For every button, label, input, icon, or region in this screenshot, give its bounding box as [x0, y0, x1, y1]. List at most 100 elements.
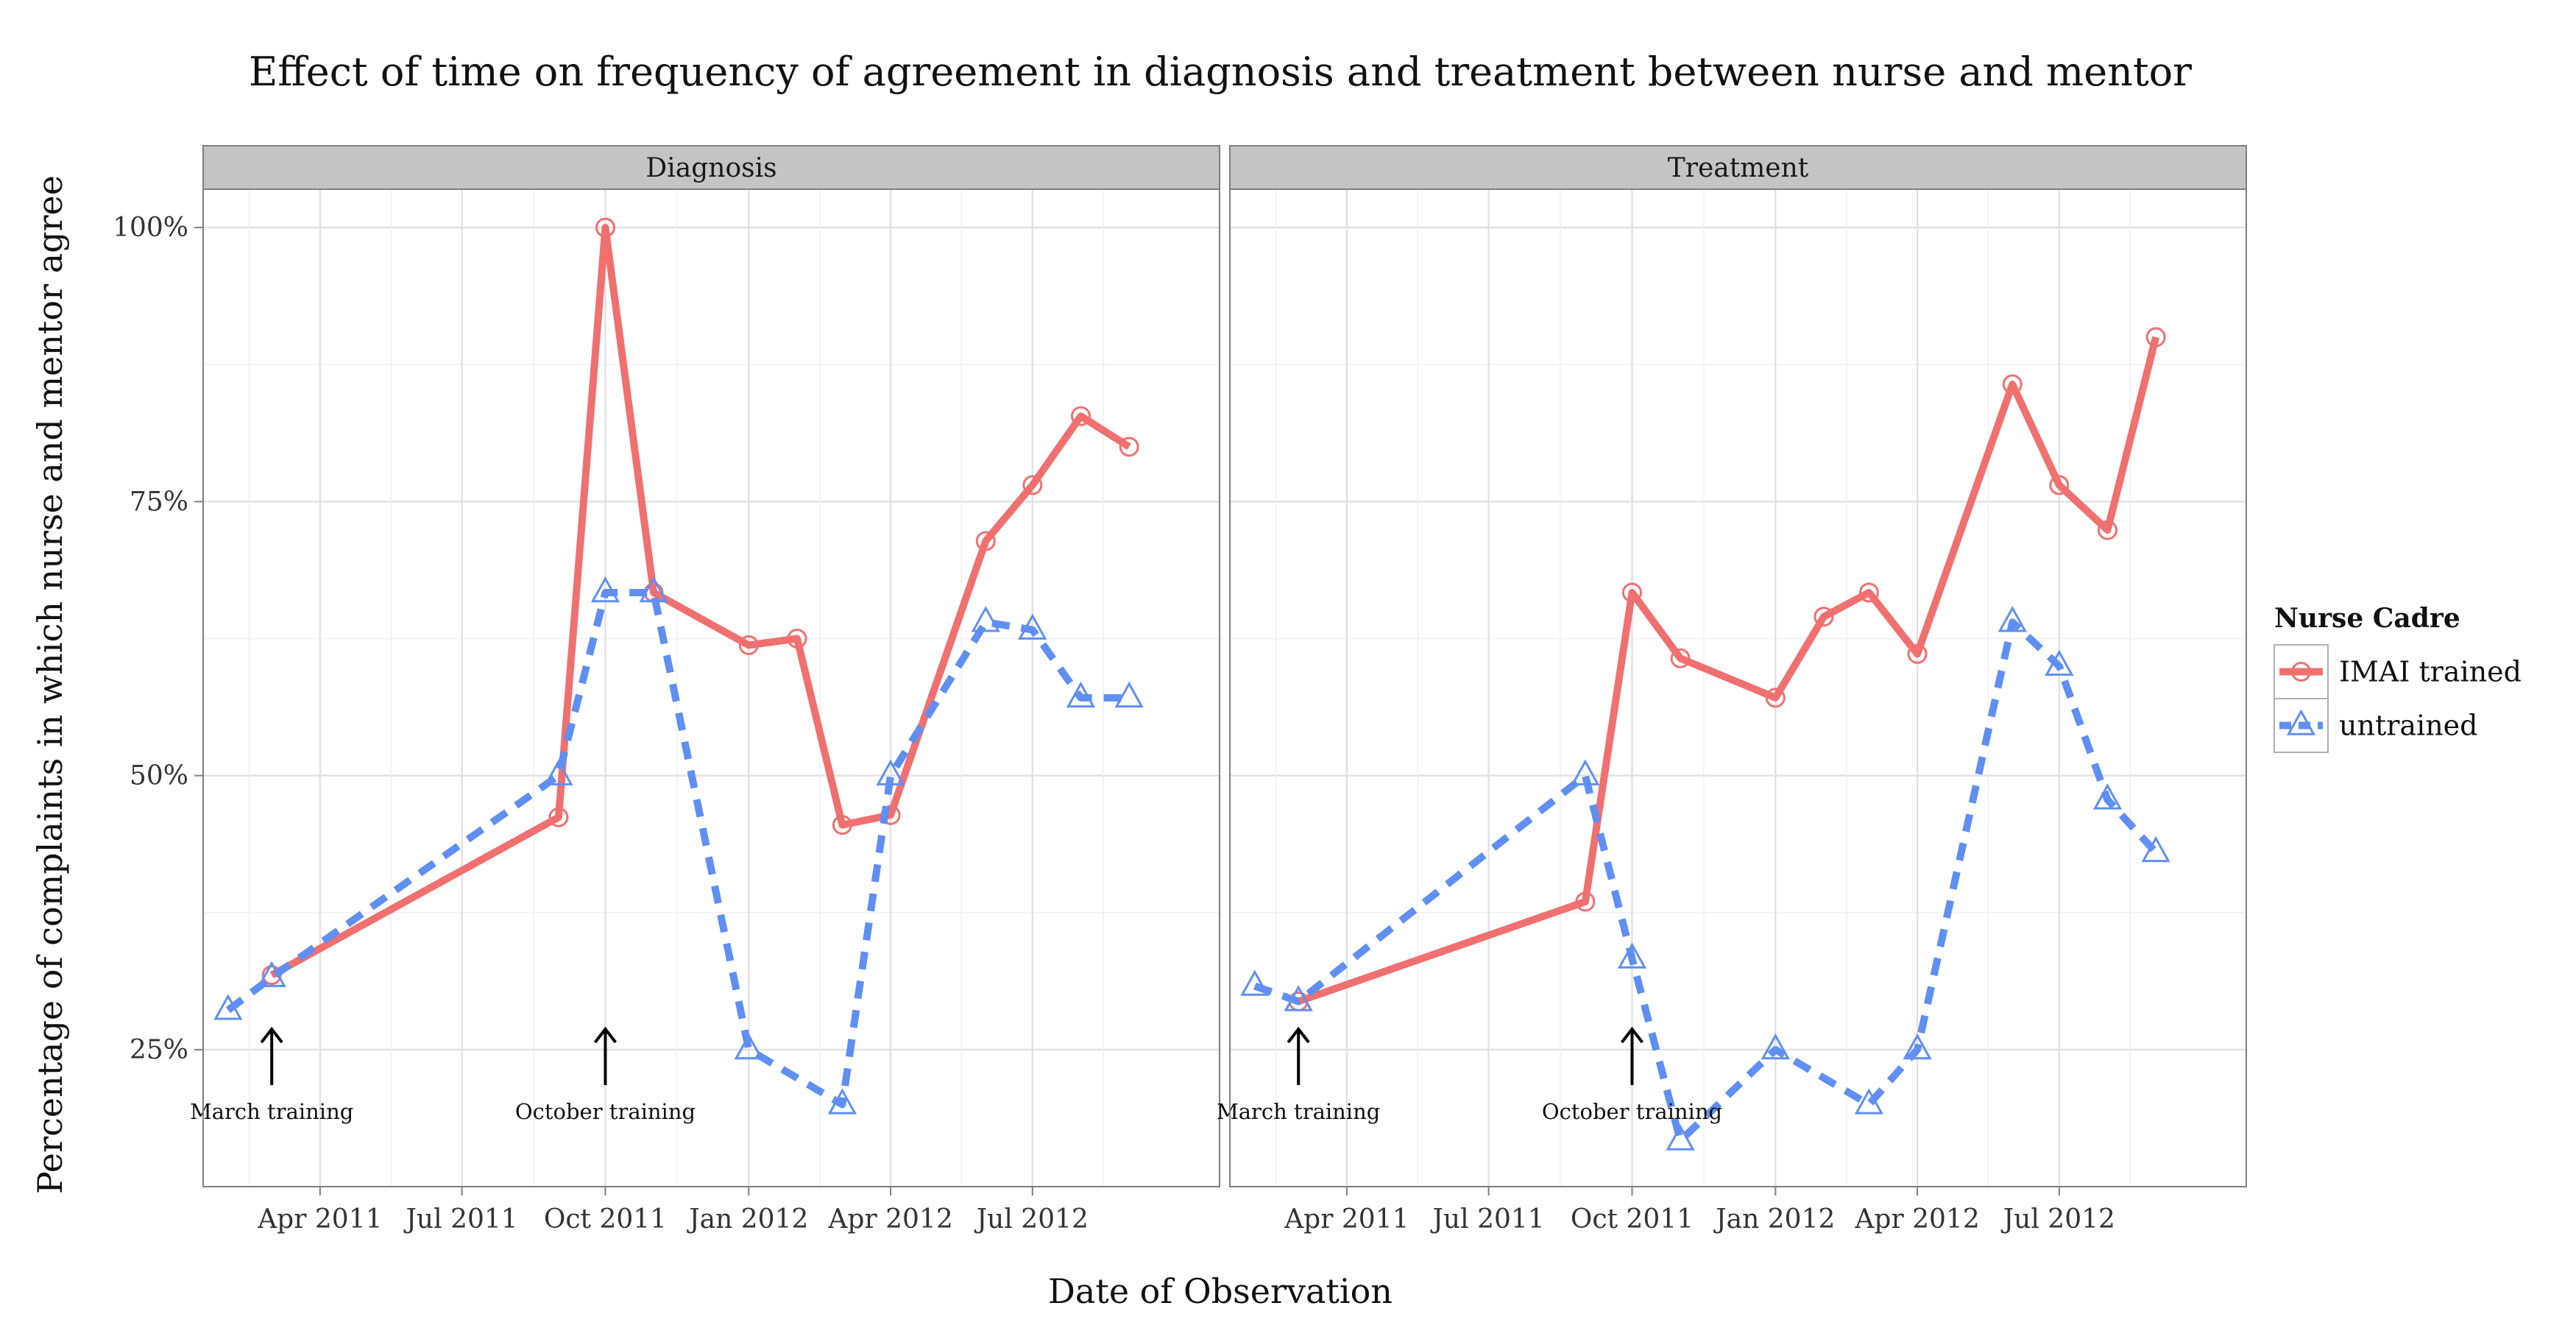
legend-label: untrained [2339, 710, 2477, 742]
x-axis: Apr 2011 Jul 2011 Oct 2011 Jan 2012 Apr 2012… [1284, 1187, 2115, 1235]
panel-border [202, 188, 1220, 1187]
data-point-untrained [827, 1088, 857, 1115]
legend-key-marker [2291, 662, 2311, 682]
series-line-imai-trained [269, 224, 1131, 979]
facet-strip-label: Diagnosis [645, 153, 776, 183]
data-point-imai-trained [1575, 891, 1596, 912]
x-tick-label: Jul 2012 [2000, 1204, 2115, 1235]
data-point-imai-trained [1814, 607, 1834, 627]
data-point-imai-trained [787, 628, 807, 649]
x-tick-label: Jul 2012 [974, 1204, 1089, 1235]
chart-title: Effect of time on frequency of agreement… [249, 49, 2192, 95]
annotation-label: March training [1217, 1099, 1380, 1124]
panel-border [1229, 188, 2247, 1187]
data-point-imai-trained [832, 815, 852, 836]
x-axis-title: Date of Observation [1048, 1271, 1393, 1311]
facet-strip-label: Treatment [1668, 153, 1809, 183]
data-point-untrained [971, 606, 1000, 632]
data-point-imai-trained [1907, 643, 1928, 664]
data-point-imai-trained [738, 635, 759, 655]
data-point-untrained [1114, 681, 1144, 708]
x-tick-label: Jan 2012 [1713, 1204, 1835, 1235]
data-point-untrained [1240, 969, 1270, 996]
x-tick-label: Jul 2011 [403, 1204, 518, 1235]
grid-lines [203, 189, 1220, 1187]
y-tick-label: 75% [130, 487, 188, 517]
x-tick-label: Apr 2011 [257, 1204, 382, 1235]
annotation-label: October training [1542, 1099, 1722, 1124]
data-point-imai-trained [975, 531, 996, 551]
data-point-imai-trained [1670, 648, 1691, 668]
series-untrained [213, 576, 1144, 1115]
data-point-untrained [1998, 606, 2027, 632]
arrow-up-icon [260, 1026, 283, 1044]
annotation-label: March training [190, 1099, 353, 1124]
data-point-untrained [544, 759, 573, 785]
data-point-untrained [1903, 1033, 1932, 1060]
data-point-untrained [1066, 681, 1096, 708]
data-point-untrained [1617, 942, 1647, 969]
training-annotation: October training [515, 1026, 696, 1124]
annotation-label: October training [515, 1099, 696, 1124]
arrow-up-icon [593, 1026, 618, 1044]
facet-panels: Diagnosis March training October training A… [113, 145, 2247, 1235]
legend: Nurse Cadre IMAI trained untrained [2274, 603, 2522, 753]
grid-lines [1230, 189, 2246, 1187]
training-annotation: October training [1542, 1026, 1722, 1124]
plot-background [203, 189, 1220, 1187]
data-point-imai-trained [2145, 327, 2166, 347]
x-tick-label: Jan 2012 [686, 1204, 808, 1235]
data-point-untrained [2141, 836, 2170, 863]
data-point-imai-trained [2049, 475, 2070, 495]
legend-item-untrained: untrained [2274, 698, 2477, 753]
data-point-imai-trained [1022, 475, 1043, 495]
training-annotation: March training [190, 1026, 353, 1124]
data-point-imai-trained [1621, 582, 1642, 603]
series-line-imai-trained [1297, 336, 2160, 1006]
data-point-untrained [213, 994, 243, 1020]
series-line-untrained [225, 588, 1130, 1109]
data-point-imai-trained [1858, 582, 1879, 603]
data-point-imai-trained [1765, 688, 1786, 708]
data-point-untrained [2045, 649, 2074, 676]
training-annotation: March training [1217, 1026, 1380, 1124]
x-tick-label: Oct 2011 [1571, 1204, 1694, 1235]
data-point-untrained [1571, 759, 1600, 785]
y-axis: 25% 50% 75% 100% [113, 213, 203, 1065]
panel-diagnosis: Diagnosis March training October training A… [113, 145, 1220, 1235]
series-line-untrained [1253, 618, 2159, 1145]
data-point-untrained [1666, 1124, 1695, 1151]
x-tick-label: Jul 2011 [1430, 1204, 1545, 1235]
x-tick-label: Oct 2011 [544, 1204, 667, 1235]
x-tick-label: Apr 2012 [1854, 1204, 1979, 1235]
arrow-up-icon [1287, 1026, 1310, 1044]
x-tick-label: Apr 2011 [1284, 1204, 1409, 1235]
data-point-imai-trained [2097, 520, 2117, 540]
data-point-imai-trained [1070, 406, 1091, 426]
data-point-untrained [1761, 1033, 1790, 1060]
x-tick-label: Apr 2012 [827, 1204, 952, 1235]
legend-label: IMAI trained [2339, 656, 2522, 688]
data-point-untrained [2092, 783, 2123, 810]
data-point-untrained [1018, 613, 1047, 640]
y-tick-label: 50% [130, 761, 188, 791]
data-point-untrained [590, 576, 620, 603]
x-axis: Apr 2011 Jul 2011 Oct 2011 Jan 2012 Apr 2012… [257, 1187, 1089, 1235]
y-tick-label: 100% [113, 213, 188, 243]
data-point-imai-trained [595, 217, 615, 238]
facet-strip-diagnosis [202, 145, 1220, 190]
legend-key-marker [2286, 709, 2316, 735]
data-point-imai-trained [1119, 437, 1139, 457]
arrow-up-icon [1620, 1026, 1644, 1044]
panel-treatment: Treatment March training October training A… [1217, 145, 2247, 1235]
data-point-untrained [734, 1033, 763, 1060]
series-untrained [1240, 606, 2170, 1151]
y-tick-label: 25% [130, 1035, 188, 1065]
plot-background [1230, 189, 2246, 1187]
data-point-untrained [639, 576, 668, 603]
data-point-imai-trained [548, 807, 569, 827]
facet-strip-treatment [1229, 145, 2247, 190]
legend-title: Nurse Cadre [2274, 603, 2460, 634]
